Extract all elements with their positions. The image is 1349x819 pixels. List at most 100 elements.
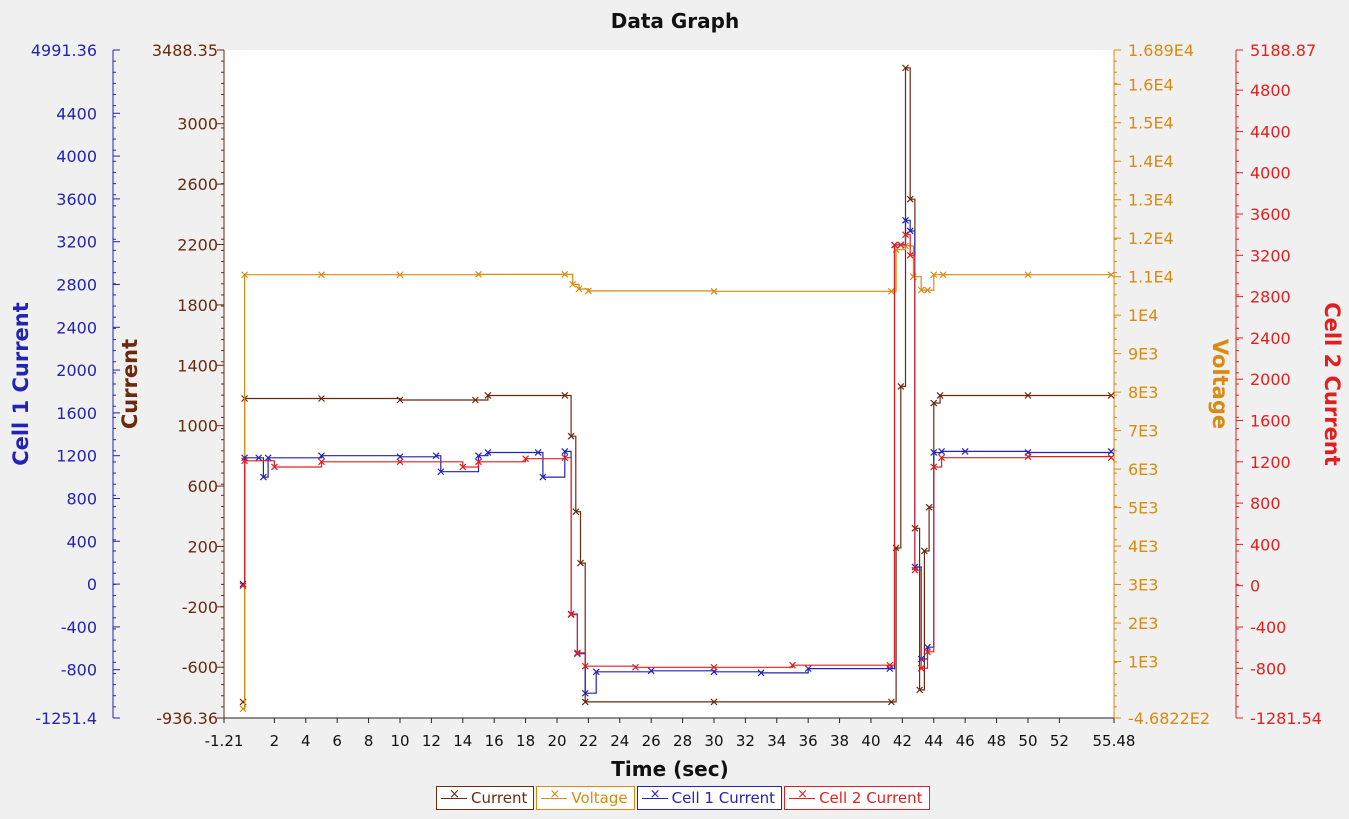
data-point [396, 453, 404, 461]
legend-swatch [641, 788, 668, 804]
cell2-tick-label: 3600 [1250, 205, 1291, 224]
data-point [264, 454, 272, 462]
data-point [241, 457, 248, 465]
voltage-axis-title: Voltage [1208, 339, 1232, 429]
cell2-tick-label: -1281.54 [1250, 709, 1322, 728]
current-tick-label: -200 [182, 598, 218, 617]
voltage-tick-label: 5E3 [1128, 499, 1158, 518]
current-tick-label: 3000 [177, 115, 218, 134]
cell1-tick-label: 2800 [56, 275, 97, 294]
legend-label: Voltage [571, 789, 628, 807]
cell2-tick-label: 4400 [1250, 122, 1291, 141]
voltage-tick-label: 3E3 [1128, 576, 1158, 595]
data-point [902, 216, 909, 224]
data-point [938, 447, 946, 455]
data-point [939, 271, 947, 279]
data-point [1107, 447, 1115, 455]
legend-swatch [441, 788, 467, 804]
data-point [318, 452, 325, 460]
data-point [804, 665, 812, 673]
legend-item: Cell 2 Current [784, 786, 930, 810]
data-point [241, 454, 248, 462]
voltage-tick-label: 9E3 [1128, 345, 1158, 364]
chart-title: Data Graph [611, 9, 739, 33]
x-tick-label: 18 [516, 732, 535, 750]
x-tick-label: 26 [642, 732, 661, 750]
data-point [1024, 392, 1032, 399]
data-point [259, 473, 267, 481]
data-point [318, 395, 325, 402]
x-tick-label: 30 [704, 732, 723, 750]
x-tick-label: 28 [673, 732, 692, 750]
x-tick-label: 8 [364, 732, 374, 750]
data-point [475, 270, 482, 278]
current-tick-label: 1000 [177, 417, 218, 436]
current-tick-label: 600 [187, 477, 218, 496]
data-point [887, 287, 895, 295]
data-point [437, 468, 445, 476]
data-point [930, 449, 938, 456]
cell1-tick-label: 3200 [56, 233, 97, 252]
voltage-tick-label: 2E3 [1128, 614, 1158, 633]
cell1-tick-label: -1251.4 [35, 709, 97, 728]
voltage-tick-label: 1E3 [1128, 652, 1158, 671]
legend-swatch [541, 788, 568, 804]
data-point [484, 449, 492, 456]
data-point [270, 463, 278, 471]
data-point [887, 698, 895, 706]
data-point [632, 663, 639, 671]
x-tick-label: 40 [861, 732, 880, 750]
data-point [567, 611, 575, 619]
data-point [581, 689, 589, 697]
series-cell-2-current [239, 231, 1115, 672]
cell1-axis-title: Cell 1 Current [9, 302, 33, 466]
data-point [902, 64, 909, 72]
current-tick-label: 2200 [177, 236, 218, 255]
data-point [917, 664, 925, 672]
cell1-tick-label: 2000 [56, 361, 97, 380]
x-tick-label: 24 [610, 732, 629, 750]
data-point [1107, 271, 1115, 279]
x-tick-label: 22 [579, 732, 598, 750]
x-tick-label: 34 [767, 732, 786, 750]
current-tick-label: 1800 [177, 296, 218, 315]
data-point [561, 447, 569, 455]
data-point [459, 463, 467, 471]
data-point [255, 454, 263, 462]
data-point [396, 396, 404, 404]
cell1-tick-label: -400 [61, 618, 97, 637]
data-point [561, 270, 569, 278]
current-tick-label: 200 [187, 537, 218, 556]
data-point [572, 508, 580, 516]
legend-item: Cell 1 Current [636, 786, 783, 810]
x-tick-label: 12 [422, 732, 441, 750]
x-tick-label: 44 [924, 732, 943, 750]
data-point [930, 271, 938, 279]
data-point [925, 503, 933, 511]
data-point [475, 452, 482, 460]
voltage-tick-label: 1.5E4 [1128, 114, 1174, 133]
voltage-tick-label: 7E3 [1128, 422, 1158, 441]
data-point [539, 473, 547, 481]
voltage-tick-label: 1.4E4 [1128, 152, 1174, 171]
series-line [243, 67, 1112, 703]
voltage-tick-label: 4E3 [1128, 537, 1158, 556]
cell2-tick-label: 2800 [1250, 288, 1291, 307]
voltage-tick-label: 1.689E4 [1128, 41, 1194, 60]
data-point [396, 458, 404, 466]
voltage-tick-label: 1.6E4 [1128, 75, 1174, 94]
current-tick-label: -936.36 [156, 709, 218, 728]
plot-area [224, 50, 1114, 718]
legend-label: Current [471, 789, 528, 807]
chart-legend: Current Voltage Cell 1 Current Cell 2 Curre… [436, 786, 930, 812]
data-point [1024, 453, 1032, 461]
cell2-tick-label: 3200 [1250, 246, 1291, 265]
x-tick-label: 4 [301, 732, 311, 750]
data-point [710, 287, 718, 295]
x-tick-label: 14 [453, 732, 472, 750]
legend-item: Current [436, 786, 535, 810]
cell1-tick-label: 4000 [56, 147, 97, 166]
data-point [569, 280, 577, 288]
